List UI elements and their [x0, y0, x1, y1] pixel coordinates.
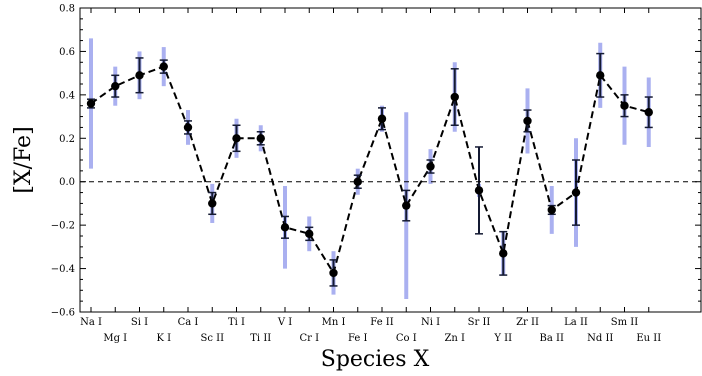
- data-point: [232, 134, 241, 143]
- x-tick-label: Nd II: [587, 333, 613, 344]
- data-point: [111, 81, 120, 91]
- data-point: [620, 101, 629, 110]
- axes-layer: −0.6 −0.4 −0.2 0.0 0.2 0.4 0.6 0.8 Na IMg I Si I K…: [51, 4, 702, 344]
- data-point: [499, 249, 508, 258]
- series-line: [90, 65, 650, 276]
- x-axis-title: Species X: [321, 347, 430, 372]
- data-point: [135, 71, 144, 80]
- data-point: [523, 116, 532, 126]
- x-tick-label: Zr II: [516, 317, 539, 328]
- data-point: [159, 62, 168, 71]
- x-tick-label: Y II: [493, 333, 512, 344]
- data-point: [183, 123, 193, 132]
- error-bars-wide-layer: [89, 38, 651, 299]
- plot-frame: [79, 7, 702, 313]
- data-point: [547, 205, 556, 215]
- x-tick-label: Fe I: [348, 333, 367, 344]
- x-tick-label: Mg I: [103, 333, 127, 344]
- x-tick-label: La II: [564, 317, 588, 328]
- data-point: [402, 201, 411, 210]
- data-point: [596, 71, 605, 80]
- x-tick-label: V I: [277, 317, 292, 328]
- data-point: [208, 199, 217, 208]
- series-line-layer: [90, 65, 650, 276]
- x-tick-label: Ca I: [178, 317, 199, 328]
- data-point: [426, 162, 435, 171]
- y-tick-label: 0.2: [59, 134, 75, 145]
- x-tick-label: Sc II: [200, 333, 224, 344]
- x-tick-label: Ba II: [540, 333, 564, 344]
- data-point: [450, 92, 459, 102]
- data-point: [86, 99, 96, 108]
- data-point: [377, 114, 387, 123]
- x-tick-label: Cr I: [299, 333, 319, 344]
- x-tick-label: Co I: [396, 333, 417, 344]
- y-tick-label: −0.4: [51, 264, 75, 275]
- x-tick-label: K I: [156, 333, 171, 344]
- y-tick-label: −0.6: [51, 308, 75, 319]
- y-tick-label: −0.2: [51, 221, 75, 232]
- x-tick-label: Eu II: [636, 333, 661, 344]
- y-tick-label: 0.6: [59, 47, 75, 58]
- x-tick-label: Sr II: [468, 317, 491, 328]
- data-point: [280, 223, 290, 232]
- data-point: [571, 188, 581, 197]
- x-tick-label: Sm II: [611, 317, 638, 328]
- x-tick-label: Mn I: [322, 317, 346, 328]
- data-point: [644, 108, 653, 117]
- y-tick-label: 0.4: [59, 90, 75, 101]
- points-layer: [86, 62, 653, 278]
- data-point: [353, 177, 362, 186]
- data-point: [474, 186, 484, 195]
- x-tick-label: Si I: [131, 317, 148, 328]
- y-tick-label: 0.8: [59, 4, 75, 15]
- x-tick-label: Ti II: [250, 333, 271, 344]
- x-tick-label: Zn I: [444, 333, 465, 344]
- data-point: [256, 134, 265, 143]
- x-tick-label: Na I: [80, 317, 102, 328]
- x-tick-label: Fe II: [370, 317, 393, 328]
- y-tick-label: 0.0: [59, 177, 75, 188]
- x-tick-label: Ni I: [421, 317, 440, 328]
- y-axis-title: [X/Fe]: [11, 126, 36, 193]
- data-point: [329, 268, 338, 278]
- x-tick-label: Ti I: [228, 317, 245, 328]
- data-point: [305, 229, 314, 239]
